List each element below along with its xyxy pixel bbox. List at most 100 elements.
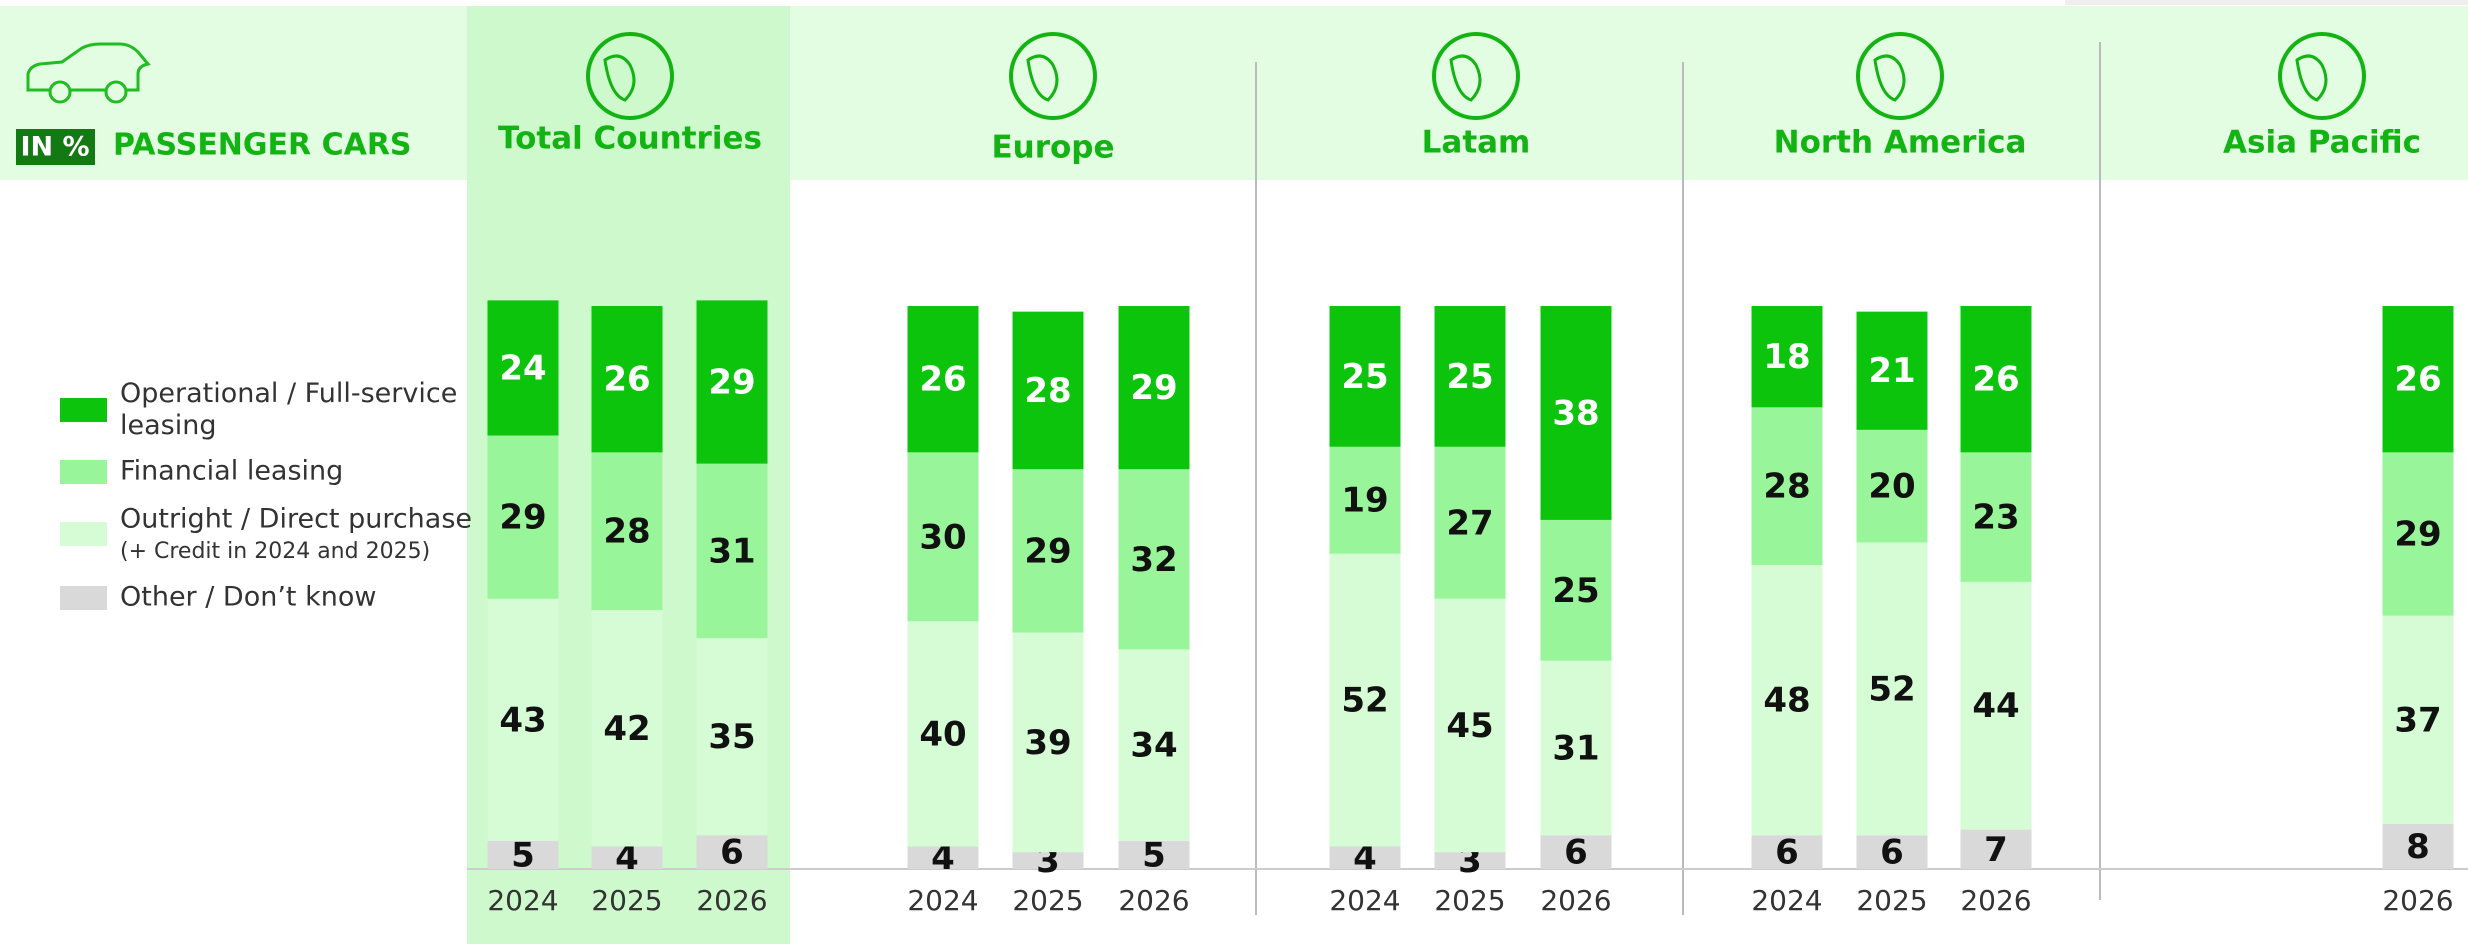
value-label: 38 xyxy=(1552,393,1599,433)
legend-note: (+ Credit in 2024 and 2025) xyxy=(120,539,430,564)
value-label: 6 xyxy=(1775,833,1799,873)
bar-segment xyxy=(907,621,979,847)
bar-segment xyxy=(1118,469,1190,650)
value-label: 5 xyxy=(1142,835,1166,875)
bar-segment xyxy=(1329,846,1401,869)
legend-line: leasing xyxy=(120,410,216,441)
value-label: 26 xyxy=(603,360,650,400)
value-label: 29 xyxy=(708,363,755,403)
bar-segment xyxy=(1118,306,1190,470)
value-label: 25 xyxy=(1341,357,1388,397)
region-icon-land xyxy=(1449,54,1482,102)
region-icon xyxy=(1432,32,1520,120)
x-tick-label: 2026 xyxy=(1540,884,1611,917)
bar-segment xyxy=(2382,823,2454,869)
region-icon-land xyxy=(1026,54,1059,102)
value-label: 37 xyxy=(2394,700,2441,740)
bar-segment xyxy=(1540,660,1612,836)
x-tick-label: 2025 xyxy=(1434,884,1505,917)
value-label: 26 xyxy=(919,360,966,400)
value-label: 32 xyxy=(1130,540,1177,580)
bar-segment xyxy=(1960,581,2032,830)
bar-segment xyxy=(1434,446,1506,599)
bar-segment xyxy=(1960,829,2032,869)
value-label: 20 xyxy=(1868,467,1915,507)
value-label: 27 xyxy=(1446,503,1493,543)
bar-segment xyxy=(1012,632,1084,853)
car-icon xyxy=(26,42,151,104)
region-icon-land xyxy=(603,54,636,102)
value-label: 8 xyxy=(2406,827,2430,867)
bar-segment xyxy=(1856,429,1928,543)
bar-segment xyxy=(487,840,559,869)
bar-segment xyxy=(696,463,768,639)
value-label: 31 xyxy=(708,531,755,571)
value-label: 23 xyxy=(1972,498,2019,538)
legend-label: Outright / Direct purchase xyxy=(120,504,472,535)
value-label: 45 xyxy=(1446,706,1493,746)
group-title: Total Countries xyxy=(498,121,762,157)
bar-segment xyxy=(487,300,559,436)
bar-segment xyxy=(1012,311,1084,470)
bar-segment xyxy=(696,300,768,464)
region-icon-land xyxy=(1873,54,1906,102)
unit-badge xyxy=(16,129,95,165)
value-label: 4 xyxy=(615,838,639,878)
corner-strip xyxy=(2065,0,2468,5)
bar-segment xyxy=(1012,852,1084,869)
region-icon xyxy=(1856,32,1944,120)
bar-segment xyxy=(696,638,768,836)
x-tick-label: 2025 xyxy=(591,884,662,917)
bar-segment xyxy=(1329,306,1401,447)
dividers xyxy=(1255,42,2101,915)
value-label: 28 xyxy=(1024,371,1071,411)
value-label: 39 xyxy=(1024,723,1071,763)
bar-segment xyxy=(1856,835,1928,869)
value-label: 29 xyxy=(499,498,546,538)
value-label: 34 xyxy=(1130,726,1177,766)
x-tick-label: 2026 xyxy=(2382,884,2453,917)
x-tick-label: 2026 xyxy=(1118,884,1189,917)
header-band xyxy=(0,6,2468,180)
bar-segment xyxy=(1118,649,1190,841)
region-icon xyxy=(2278,32,2366,120)
bar-segment xyxy=(1434,598,1506,853)
x-tick-label: 2024 xyxy=(1751,884,1822,917)
x-tick-label: 2026 xyxy=(1960,884,2031,917)
value-label: 6 xyxy=(1880,833,1904,873)
x-tick-label: 2024 xyxy=(1329,884,1400,917)
group-title: Asia Pacific xyxy=(2223,125,2421,161)
x-tick-label: 2024 xyxy=(487,884,558,917)
bar-segment xyxy=(1012,469,1084,633)
value-label: 31 xyxy=(1552,728,1599,768)
value-label: 7 xyxy=(1984,830,2008,870)
bar-segment xyxy=(1960,452,2032,582)
bar-segment xyxy=(1329,553,1401,847)
group-title: Europe xyxy=(991,130,1114,166)
bar-segment xyxy=(1751,407,1823,565)
value-label: 26 xyxy=(1972,360,2019,400)
x-tick-label: 2026 xyxy=(696,884,767,917)
value-label: 29 xyxy=(1024,531,1071,571)
bar-segment xyxy=(1960,306,2032,453)
bar-segment xyxy=(907,846,979,869)
bar-segment xyxy=(1118,840,1190,869)
bar-segment xyxy=(487,435,559,599)
bar-segment xyxy=(487,598,559,841)
bar-segment xyxy=(591,610,663,847)
legend-label: Other / Don’t know xyxy=(120,582,376,613)
bar-segment xyxy=(1751,564,1823,836)
bar-segment xyxy=(1856,311,1928,430)
value-label: 35 xyxy=(708,717,755,757)
legend-swatch xyxy=(60,586,107,610)
region-icon xyxy=(1009,32,1097,120)
legend-swatch xyxy=(60,522,107,546)
value-label: 43 xyxy=(499,700,546,740)
bar-segment xyxy=(591,306,663,453)
value-label: 4 xyxy=(931,838,955,878)
legend-label: Operational / Full-service leasing xyxy=(120,378,457,441)
x-tick-label: 2025 xyxy=(1012,884,1083,917)
value-label: 29 xyxy=(2394,515,2441,555)
bar-segment xyxy=(1434,852,1506,869)
bar-segment xyxy=(2382,306,2454,453)
